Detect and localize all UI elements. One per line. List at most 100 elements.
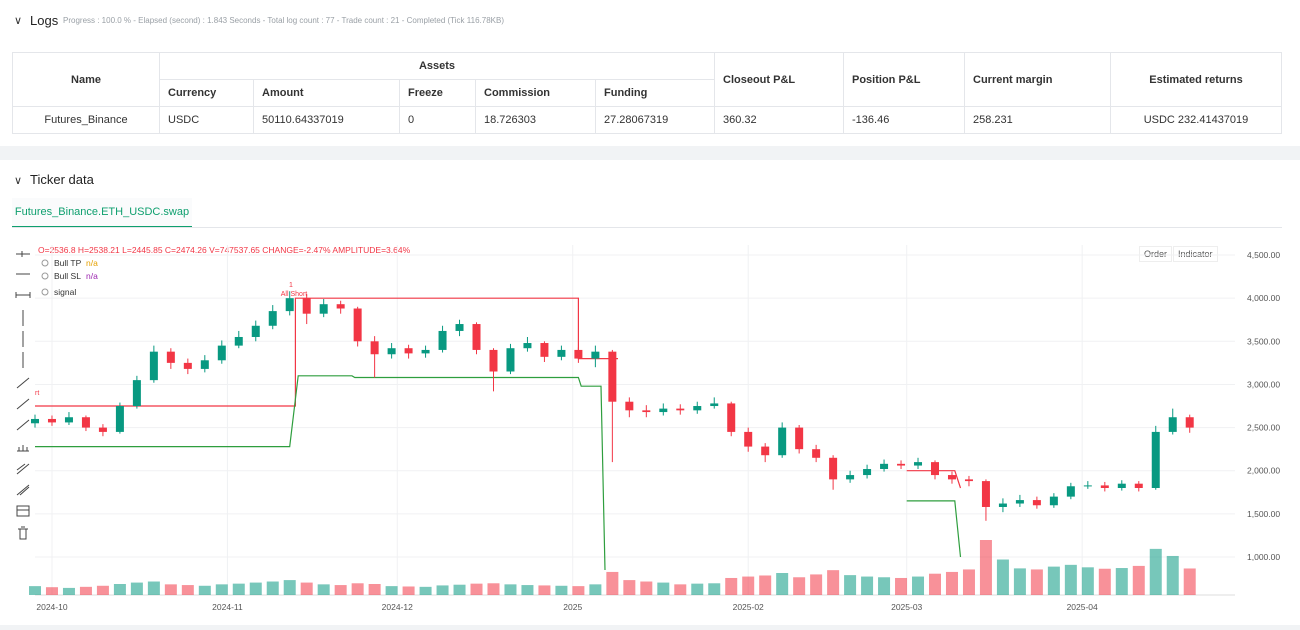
legend-eye[interactable] bbox=[41, 288, 49, 296]
collapse-icon[interactable]: ∨ bbox=[14, 175, 23, 187]
candle-body bbox=[744, 431, 753, 447]
candle-body bbox=[574, 349, 583, 359]
volume-bar bbox=[844, 575, 857, 595]
volume-bar bbox=[436, 585, 449, 595]
divider bbox=[12, 227, 1282, 228]
candle-body bbox=[659, 408, 668, 413]
volume-bar bbox=[232, 583, 245, 595]
volume-bar bbox=[96, 585, 109, 595]
cell: 0 bbox=[399, 106, 476, 134]
candle-body bbox=[778, 427, 787, 456]
candle-body bbox=[1066, 486, 1075, 497]
tool-icon[interactable] bbox=[16, 505, 30, 517]
candle-body bbox=[336, 304, 345, 309]
volume-bar bbox=[198, 585, 211, 595]
volume-bar bbox=[878, 577, 891, 595]
volume-bar bbox=[164, 584, 177, 595]
volume-bar bbox=[962, 569, 975, 595]
header-cell: Freeze bbox=[399, 79, 476, 107]
header-cell: Assets bbox=[159, 52, 715, 80]
x-tick-label: 2024-12 bbox=[382, 602, 413, 612]
annotation: 1 bbox=[289, 282, 293, 289]
tool-icon[interactable] bbox=[16, 398, 30, 410]
candle-body bbox=[880, 463, 889, 470]
candle-body bbox=[438, 330, 447, 350]
volume-bar bbox=[334, 585, 347, 595]
tool-icon[interactable] bbox=[15, 292, 31, 298]
candle-body bbox=[1134, 483, 1143, 488]
candle-body bbox=[64, 417, 73, 423]
tool-icon[interactable] bbox=[16, 377, 30, 389]
candle-body bbox=[353, 308, 362, 342]
collapse-icon[interactable]: ∨ bbox=[14, 15, 23, 27]
legend-label: signal bbox=[54, 287, 76, 297]
volume-bar bbox=[79, 586, 92, 595]
candle-body bbox=[319, 304, 328, 314]
candle-body bbox=[489, 349, 498, 372]
tool-icon[interactable] bbox=[16, 463, 30, 475]
volume-bar bbox=[708, 583, 721, 595]
volume-bar bbox=[996, 559, 1009, 595]
indicator-button[interactable]: Indicator bbox=[1173, 246, 1218, 262]
volume-bar bbox=[147, 581, 160, 595]
symbol-tab[interactable]: Futures_Binance.ETH_USDC.swap bbox=[12, 198, 192, 228]
x-tick-label: 2025-04 bbox=[1067, 602, 1098, 612]
tool-icon[interactable] bbox=[16, 419, 30, 431]
candle-body bbox=[81, 417, 90, 428]
volume-bar bbox=[385, 586, 398, 595]
volume-bar bbox=[912, 576, 925, 595]
volume-bar bbox=[657, 582, 670, 595]
tool-icon[interactable] bbox=[16, 484, 30, 496]
x-tick-label: 2024-11 bbox=[212, 602, 243, 612]
candle-body bbox=[285, 298, 294, 312]
candle-body bbox=[1168, 417, 1177, 432]
volume-bar bbox=[130, 582, 143, 595]
volume-bar bbox=[1081, 567, 1094, 595]
volume-bar bbox=[827, 570, 840, 595]
volume-bar bbox=[623, 580, 636, 595]
header-cell: Estimated returns bbox=[1110, 52, 1282, 107]
candle-body bbox=[200, 360, 209, 369]
cell: Futures_Binance bbox=[12, 106, 160, 134]
candle-body bbox=[149, 351, 158, 381]
legend-label: Bull TP bbox=[54, 258, 82, 268]
ohlc-readout: O=2536.8 H=2538.21 L=2445.85 C=2474.26 V… bbox=[38, 245, 411, 255]
y-tick-label: 1,500.00 bbox=[1247, 509, 1280, 519]
candle-body bbox=[931, 462, 939, 476]
tool-icon[interactable] bbox=[18, 526, 28, 540]
candle-body bbox=[795, 427, 804, 450]
volume-bar bbox=[640, 581, 653, 595]
candle-body bbox=[183, 362, 192, 369]
candle-body bbox=[115, 406, 124, 432]
cell: 258.231 bbox=[964, 106, 1111, 134]
header-cell: Closeout P&L bbox=[714, 52, 844, 107]
order-button[interactable]: Order bbox=[1139, 246, 1173, 262]
candle-body bbox=[557, 349, 566, 357]
volume-bar bbox=[861, 576, 874, 595]
volume-bar bbox=[895, 577, 908, 595]
volume-bar bbox=[929, 573, 941, 595]
candle-body bbox=[268, 311, 277, 326]
volume-bar bbox=[555, 585, 568, 595]
candle-body bbox=[642, 410, 651, 413]
candle-body bbox=[421, 349, 430, 354]
candle-body bbox=[693, 406, 702, 411]
volume-bar bbox=[538, 585, 551, 595]
tool-icon[interactable] bbox=[17, 445, 29, 452]
volume-bar bbox=[215, 584, 228, 595]
candle-body bbox=[1151, 431, 1160, 488]
candle-body bbox=[863, 469, 872, 476]
toolbar bbox=[15, 251, 31, 540]
candle-body bbox=[591, 351, 600, 359]
volume-bar bbox=[453, 584, 466, 595]
cell: USDC bbox=[159, 106, 254, 134]
y-tick-label: 3,500.00 bbox=[1247, 336, 1280, 346]
volume-bar bbox=[793, 577, 806, 595]
tool-icon[interactable] bbox=[16, 251, 30, 257]
candle-body bbox=[506, 348, 515, 372]
header-cell: Currency bbox=[159, 79, 254, 107]
volume-bar bbox=[504, 584, 517, 595]
candle-body bbox=[981, 481, 990, 507]
annotation: rt bbox=[35, 390, 39, 397]
